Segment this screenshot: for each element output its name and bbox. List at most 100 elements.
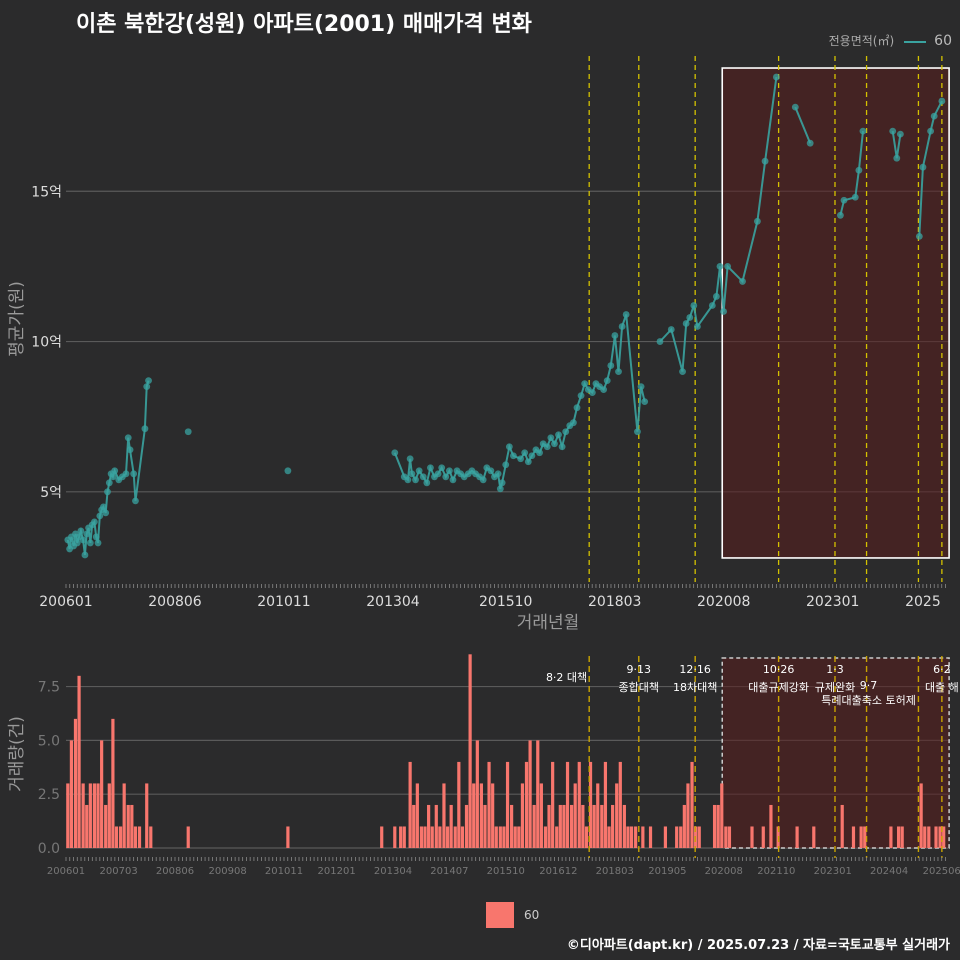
price-x-tick-label: 201304 — [366, 594, 420, 610]
volume-y-tick-label: 2.5 — [38, 787, 60, 803]
volume-bar — [438, 826, 442, 848]
volume-x-tick-label: 200601 — [47, 866, 85, 877]
volume-bar — [126, 804, 130, 848]
volume-x-tick-label: 201407 — [430, 866, 468, 877]
price-point — [588, 389, 596, 397]
price-highlight-box — [721, 67, 950, 559]
volume-x-tick-label: 201612 — [539, 866, 577, 877]
price-point — [502, 461, 510, 469]
price-point — [840, 196, 848, 204]
volume-bar — [460, 826, 465, 848]
price-point — [524, 458, 532, 466]
price-point — [682, 320, 690, 327]
volume-bar — [547, 804, 551, 848]
price-point — [111, 467, 119, 475]
price-x-tick-label: 200601 — [39, 594, 92, 610]
volume-bar — [81, 783, 85, 848]
volume-x-tick-label: 200806 — [156, 866, 194, 877]
volume-bar — [494, 826, 498, 848]
volume-bar — [96, 783, 100, 848]
volume-bar — [562, 804, 566, 848]
price-point — [761, 157, 769, 165]
volume-bar — [536, 740, 540, 848]
price-point — [915, 232, 923, 240]
price-point — [102, 509, 110, 517]
volume-bar — [896, 826, 901, 848]
price-point — [694, 323, 701, 330]
price-point — [445, 467, 453, 475]
volume-bar — [483, 804, 487, 848]
volume-bar — [479, 783, 483, 848]
price-point — [607, 362, 615, 369]
price-point — [930, 112, 938, 120]
policy-label-name: 18차대책 — [673, 681, 717, 694]
price-point — [896, 130, 904, 138]
volume-bar — [697, 826, 701, 848]
volume-bar — [88, 783, 92, 848]
price-point — [927, 127, 935, 135]
price-point — [712, 293, 720, 300]
price-point — [94, 539, 102, 547]
price-point — [851, 193, 859, 201]
policy-label-name: 특례대출축소 토허제 — [821, 694, 916, 707]
volume-x-tick-label: 202110 — [757, 866, 795, 877]
volume-bar — [502, 826, 506, 848]
price-point — [637, 383, 645, 391]
volume-bar — [812, 826, 816, 848]
volume-bar — [889, 826, 893, 848]
policy-label-name: 규제완화 — [815, 681, 855, 694]
price-point — [494, 470, 502, 478]
volume-bar — [66, 783, 70, 848]
price-x-tick-label: 202008 — [697, 594, 750, 610]
volume-y-axis-title: 거래량(건) — [7, 716, 27, 792]
volume-x-tick-label: 201905 — [648, 866, 686, 877]
price-point — [708, 302, 716, 309]
price-point — [92, 533, 100, 541]
price-point — [581, 380, 589, 388]
price-y-tick-label: 10억 — [31, 335, 62, 351]
volume-bar — [795, 826, 799, 848]
policy-label-date: 9·13 — [627, 663, 652, 676]
price-point — [415, 467, 423, 475]
price-point — [919, 163, 927, 171]
price-point — [496, 485, 504, 493]
volume-bar — [77, 675, 81, 848]
price-point — [634, 428, 641, 436]
policy-label-date: 6·2 — [933, 663, 951, 676]
volume-bar — [600, 804, 604, 848]
volume-bar — [558, 804, 562, 848]
price-x-tick-label: 2025 — [905, 594, 941, 610]
volume-bar — [603, 761, 608, 848]
price-point — [141, 425, 149, 433]
volume-x-tick-label: 201304 — [374, 866, 412, 877]
volume-bar — [510, 804, 514, 848]
volume-bar — [402, 826, 406, 848]
volume-bar — [513, 826, 517, 848]
volume-bar — [427, 804, 431, 848]
volume-bar — [419, 826, 424, 848]
price-point — [408, 470, 416, 478]
price-point — [686, 314, 694, 321]
volume-bar — [107, 783, 111, 848]
volume-y-tick-label: 0.0 — [38, 841, 60, 857]
volume-bar — [588, 761, 593, 848]
volume-bar — [415, 783, 419, 848]
policy-label-date: 12·16 — [679, 663, 711, 676]
price-point — [577, 392, 585, 400]
price-point — [83, 530, 91, 538]
volume-x-tick-label: 201510 — [487, 866, 525, 877]
price-point — [603, 377, 611, 385]
volume-bar — [716, 804, 720, 848]
volume-bar — [569, 804, 574, 848]
volume-bar — [104, 804, 108, 848]
price-point — [479, 476, 487, 484]
price-point — [555, 431, 562, 439]
price-point — [517, 455, 525, 463]
price-point — [536, 449, 543, 457]
volume-bar — [468, 654, 472, 848]
source-caption: ©디아파트(dapt.kr) / 2025.07.23 / 자료=국토교통부 실… — [566, 938, 950, 953]
volume-bar — [133, 826, 138, 848]
price-point — [547, 434, 555, 442]
volume-bar — [543, 826, 548, 848]
